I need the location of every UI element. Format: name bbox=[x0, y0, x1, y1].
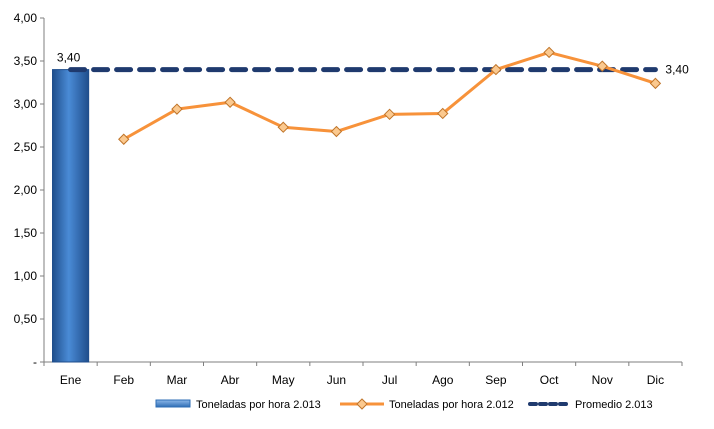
legend-swatch-bar bbox=[155, 399, 191, 408]
average-data-label: 3,40 bbox=[665, 63, 689, 77]
y-tick-label: 3,50 bbox=[14, 54, 38, 68]
line-2012 bbox=[123, 50, 656, 141]
x-tick-label: Feb bbox=[113, 373, 134, 387]
x-tick-label: Sep bbox=[485, 373, 507, 387]
y-tick-label: 4,00 bbox=[14, 11, 38, 25]
point-jun bbox=[330, 125, 343, 138]
x-tick-label: Jun bbox=[327, 373, 346, 387]
x-tick-label: Jul bbox=[382, 373, 397, 387]
point-abr bbox=[224, 96, 236, 108]
x-tick-label: Ene bbox=[60, 373, 82, 387]
point-sep bbox=[490, 63, 502, 76]
legend-label-average: Promedio 2.013 bbox=[575, 399, 653, 411]
point-dic bbox=[649, 77, 662, 90]
x-tick-label: Oct bbox=[540, 373, 559, 387]
x-tick-label: Mar bbox=[167, 373, 188, 387]
data-labels: 3,40 3,40 bbox=[57, 51, 689, 77]
y-tick-label: 0,50 bbox=[14, 312, 38, 326]
x-tick-label: Nov bbox=[592, 373, 613, 387]
y-tick-label: 3,00 bbox=[14, 97, 38, 111]
y-tick-label: 2,00 bbox=[14, 183, 38, 197]
x-tick-label: Abr bbox=[221, 373, 240, 387]
point-nov bbox=[596, 60, 608, 72]
point-oct bbox=[543, 46, 555, 59]
legend-label-line: Toneladas por hora 2.012 bbox=[389, 399, 514, 411]
point-may bbox=[277, 121, 289, 133]
y-tick-label: - bbox=[33, 355, 37, 369]
y-tick-label: 1,00 bbox=[14, 269, 38, 283]
axes: - 0,50 1,00 1,50 2,00 2,50 3,00 3,50 4,00 Ene Feb M… bbox=[14, 11, 683, 387]
bar-data-label: 3,40 bbox=[57, 51, 81, 65]
point-jul bbox=[383, 108, 396, 121]
bar-ene bbox=[52, 69, 90, 363]
point-feb bbox=[118, 133, 130, 145]
legend-label-bar: Toneladas por hora 2.013 bbox=[196, 399, 321, 411]
y-tick-label: 2,50 bbox=[14, 140, 38, 154]
line-series bbox=[118, 46, 662, 145]
legend: Toneladas por hora 2.013 Toneladas por ho… bbox=[155, 398, 653, 411]
x-tick-label: May bbox=[272, 373, 295, 387]
legend-swatch-marker bbox=[356, 398, 368, 410]
x-tick-label: Ago bbox=[432, 373, 454, 387]
x-tick-label: Dic bbox=[647, 373, 664, 387]
point-ago bbox=[437, 107, 449, 120]
point-mar bbox=[171, 103, 183, 115]
y-tick-label: 1,50 bbox=[14, 226, 38, 240]
bar-series bbox=[52, 69, 90, 363]
